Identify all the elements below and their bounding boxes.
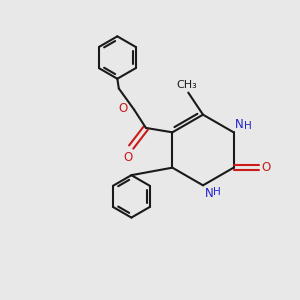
Text: O: O (262, 161, 271, 174)
Text: O: O (118, 102, 127, 115)
Text: O: O (123, 152, 132, 164)
Text: N: N (205, 187, 213, 200)
Text: CH₃: CH₃ (176, 80, 197, 90)
Text: H: H (244, 121, 252, 131)
Text: N: N (235, 118, 244, 131)
Text: H: H (213, 187, 221, 197)
